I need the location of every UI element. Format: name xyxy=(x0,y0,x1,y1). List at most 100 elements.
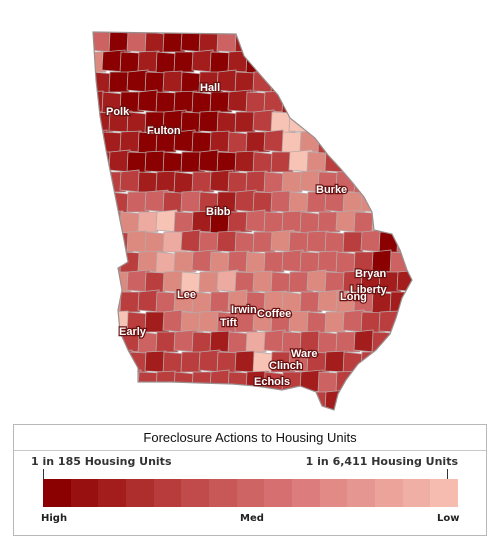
county-tile xyxy=(93,290,107,313)
county-tile xyxy=(396,311,412,335)
county-label-long: Long xyxy=(340,291,367,303)
county-tile xyxy=(252,391,274,410)
county-tile xyxy=(317,89,341,113)
legend-right-tick xyxy=(447,469,448,479)
legend-swatch xyxy=(292,479,320,507)
county-label-bryan: Bryan xyxy=(355,268,386,280)
legend-swatch xyxy=(347,479,376,507)
county-tile xyxy=(335,51,357,75)
county-label-irwin: Irwin xyxy=(231,304,257,316)
county-tile xyxy=(317,371,339,394)
county-tile xyxy=(162,70,184,93)
county-tile xyxy=(342,151,368,175)
county-tile xyxy=(299,51,323,74)
county-tile xyxy=(281,49,303,73)
county-tile xyxy=(234,389,260,410)
county-tile xyxy=(353,211,375,234)
county-tile xyxy=(144,150,166,173)
county-tile xyxy=(162,309,184,333)
georgia-map-svg: Hall Polk Fulton Burke Bibb Bryan Libert… xyxy=(92,31,413,411)
county-label-bibb: Bibb xyxy=(206,206,231,218)
legend-scale-med: Med xyxy=(240,513,264,524)
county-tile xyxy=(389,51,411,74)
county-tile xyxy=(281,171,303,193)
county-tile xyxy=(299,211,321,235)
county-tile xyxy=(335,91,361,114)
county-tile xyxy=(234,350,256,373)
county-tile xyxy=(371,371,393,393)
county-tile xyxy=(93,329,105,353)
county-tile xyxy=(360,190,386,213)
county-tile xyxy=(263,129,285,153)
county-tile xyxy=(288,110,310,133)
county-tile xyxy=(396,351,412,374)
legend-swatch xyxy=(181,479,210,507)
county-tile xyxy=(93,371,109,395)
legend-swatch xyxy=(430,479,459,507)
county-tile xyxy=(234,231,256,255)
county-tile xyxy=(245,91,267,114)
legend-swatch xyxy=(375,479,403,507)
county-tile xyxy=(396,111,412,135)
county-tile xyxy=(389,369,412,393)
georgia-county-map: Hall Polk Fulton Burke Bibb Bryan Libert… xyxy=(92,31,413,411)
county-tile xyxy=(108,391,132,410)
county-tile xyxy=(317,211,341,233)
legend-swatch xyxy=(153,479,182,507)
county-tile xyxy=(162,391,186,410)
county-tile xyxy=(252,70,278,93)
county-tile xyxy=(324,111,350,133)
legend-color-scale xyxy=(43,479,459,507)
county-tile xyxy=(342,231,364,253)
county-label-echols: Echols xyxy=(254,376,290,388)
county-tile xyxy=(353,129,379,153)
county-tile xyxy=(173,51,195,73)
legend-swatch xyxy=(236,479,265,507)
county-tile xyxy=(306,151,328,174)
county-tile xyxy=(299,291,323,313)
county-tile xyxy=(144,271,166,294)
legend-swatch xyxy=(98,479,127,507)
county-tile xyxy=(389,330,412,353)
county-label-ware: Ware xyxy=(291,348,318,360)
county-tile xyxy=(360,351,384,373)
county-label-tift: Tift xyxy=(220,317,237,329)
county-tile xyxy=(93,90,105,113)
county-tile xyxy=(126,111,148,135)
county-tile xyxy=(93,351,114,373)
county-tile xyxy=(306,32,328,53)
county-tile xyxy=(227,171,249,194)
legend-swatch xyxy=(402,479,431,507)
county-tile xyxy=(371,210,395,233)
county-tile xyxy=(198,391,220,410)
georgia-state-outline xyxy=(92,31,413,411)
county-tile xyxy=(93,190,116,213)
county-tile xyxy=(317,50,343,73)
county-tile xyxy=(342,32,368,53)
county-label-early: Early xyxy=(119,326,147,338)
legend-panel: Foreclosure Actions to Housing Units 1 i… xyxy=(13,424,487,536)
county-tile xyxy=(191,91,213,115)
county-tile xyxy=(155,131,177,153)
county-label-fulton: Fulton xyxy=(147,125,181,137)
county-tile xyxy=(126,230,148,253)
county-tile xyxy=(378,32,402,54)
county-tile xyxy=(198,32,220,54)
county-tile xyxy=(389,251,412,274)
county-label-hall: Hall xyxy=(200,82,220,94)
county-tile xyxy=(353,51,377,73)
county-label-liberty: Liberty xyxy=(350,284,388,296)
county-label-clinch: Clinch xyxy=(269,360,303,372)
county-tile xyxy=(335,131,359,153)
county-tile xyxy=(173,251,197,273)
county-tile xyxy=(234,111,256,133)
county-tile xyxy=(389,130,412,153)
county-tile xyxy=(155,331,179,353)
county-tile xyxy=(360,390,382,410)
county-tile xyxy=(306,351,330,374)
county-tile xyxy=(389,291,411,313)
county-tile xyxy=(216,151,240,174)
county-tile xyxy=(396,69,412,93)
county-tile xyxy=(180,229,202,253)
county-tile xyxy=(396,32,412,53)
